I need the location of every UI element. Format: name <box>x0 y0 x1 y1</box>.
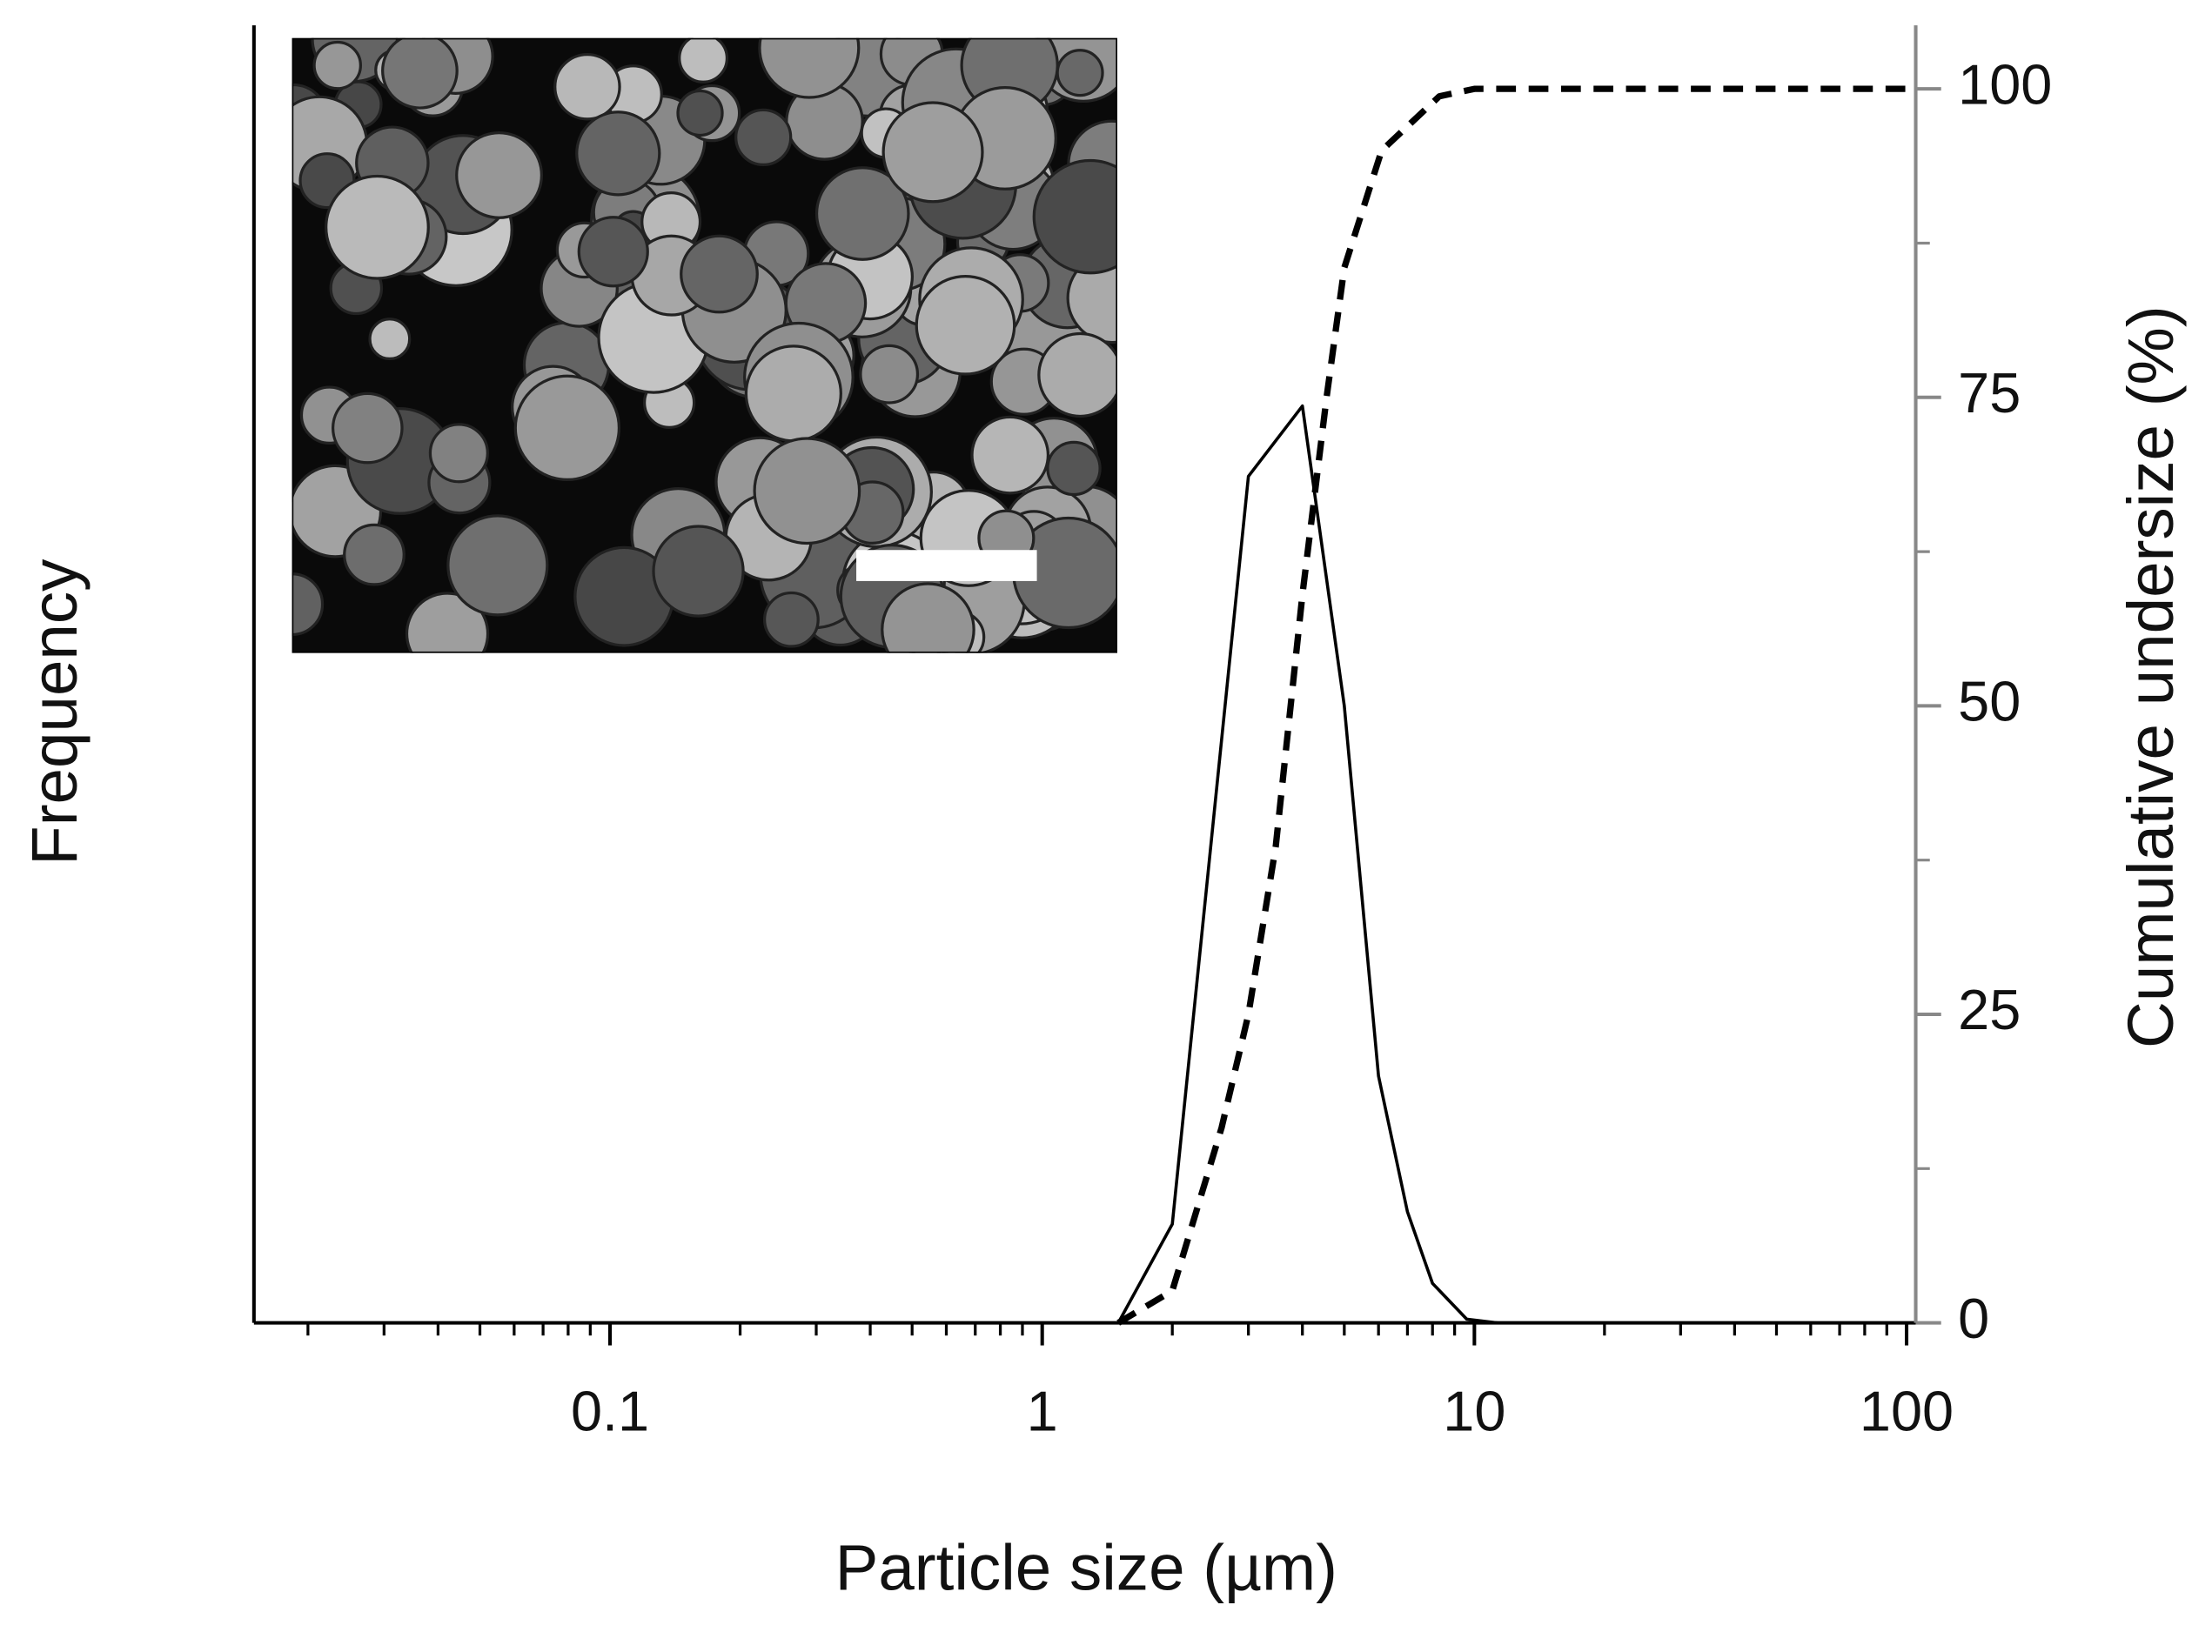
particle <box>368 318 412 361</box>
particle <box>1037 331 1117 418</box>
particle <box>753 437 861 545</box>
frequency-line <box>1116 404 1498 1325</box>
particle <box>343 523 406 586</box>
particle <box>1046 440 1102 497</box>
particle <box>575 110 661 197</box>
x-tick-label: 0.1 <box>571 1380 649 1443</box>
y2-tick-label: 75 <box>1958 361 2021 425</box>
particle <box>881 101 984 204</box>
particle <box>1032 158 1117 275</box>
x-tick-label: 10 <box>1443 1380 1505 1443</box>
particle <box>762 591 820 648</box>
y2-axis-label: Cumulative undersize (%) <box>2114 305 2187 1048</box>
particle <box>331 391 404 465</box>
particle <box>381 37 459 110</box>
scale-bar <box>856 550 1037 581</box>
y2-tick-label: 100 <box>1958 52 2052 116</box>
particle <box>970 415 1050 495</box>
particle <box>915 274 1016 376</box>
particle <box>312 40 363 90</box>
x-tick-label: 1 <box>1027 1380 1058 1443</box>
particle <box>513 374 621 482</box>
particle <box>577 216 649 288</box>
x-axis-label: Particle size (µm) <box>835 1530 1337 1603</box>
x-tick-label: 100 <box>1860 1380 1954 1443</box>
particle <box>325 174 430 280</box>
y2-tick-label: 0 <box>1958 1287 1989 1350</box>
particle <box>680 234 759 314</box>
particle <box>455 130 544 219</box>
particle <box>405 592 490 653</box>
particle <box>881 582 975 653</box>
cumulative-line <box>1116 85 1907 1326</box>
particle <box>446 514 549 617</box>
particle <box>814 166 910 261</box>
sem-inset <box>292 37 1117 653</box>
particle <box>428 423 489 484</box>
particle <box>678 37 729 84</box>
y-axis-label: Frequency <box>17 558 90 866</box>
particle <box>744 344 842 443</box>
particle <box>1056 49 1104 97</box>
particle <box>758 37 861 99</box>
particle <box>676 89 724 137</box>
particle <box>553 52 621 121</box>
y2-tick-label: 25 <box>1958 978 2021 1041</box>
particle <box>734 108 793 167</box>
y2-tick-label: 50 <box>1958 670 2021 733</box>
particle <box>652 525 745 618</box>
particle <box>859 344 920 405</box>
